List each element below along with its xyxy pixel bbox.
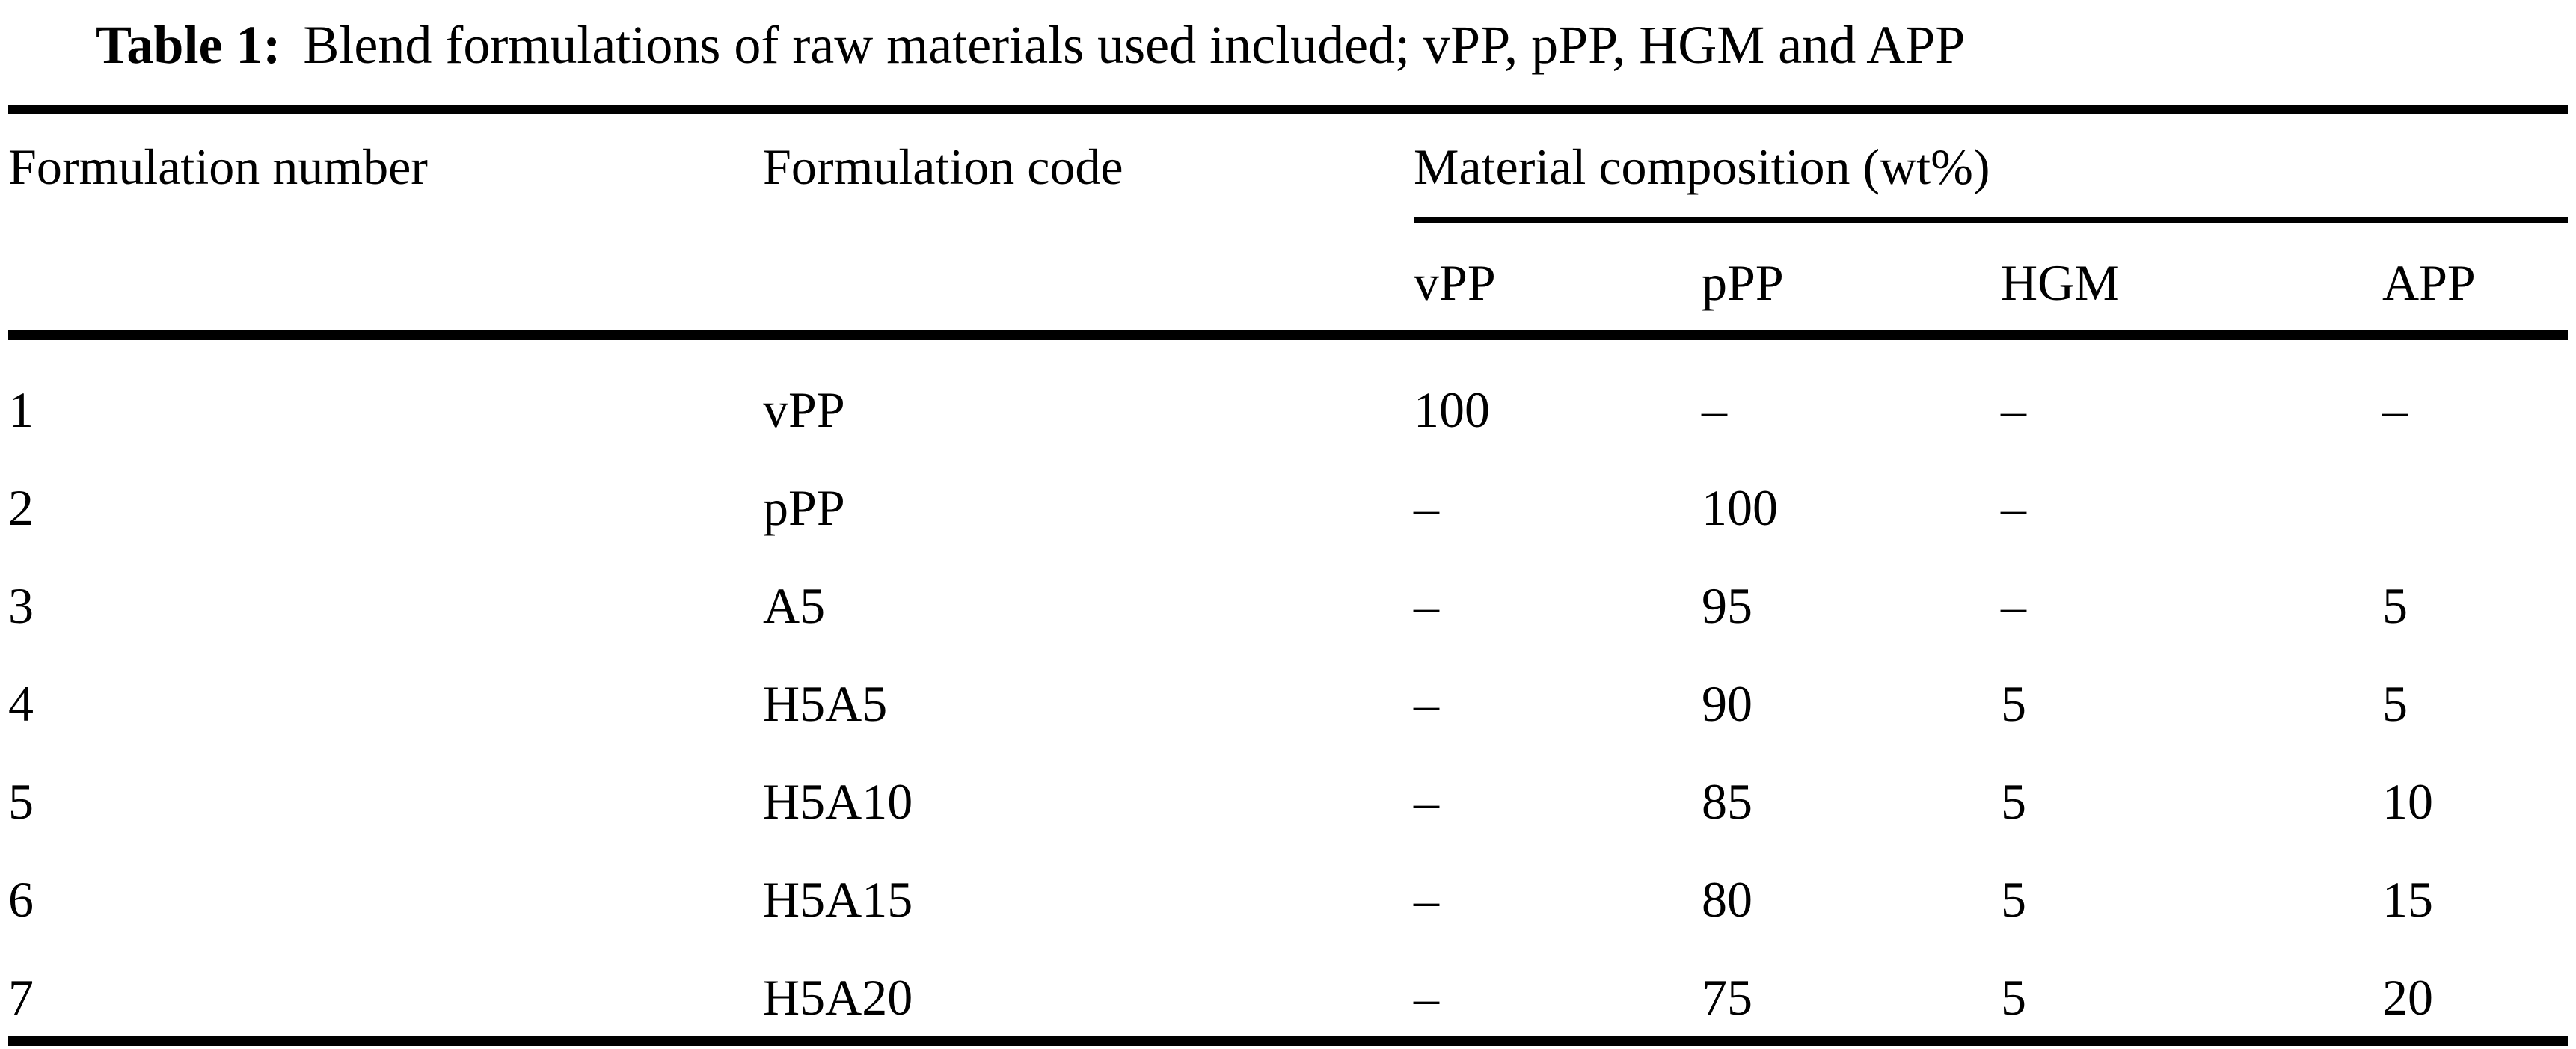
cell-formulation-code: vPP: [763, 381, 845, 438]
col-header-formulation-code: Formulation code: [763, 138, 1123, 195]
cell-hgm-value: 5: [2001, 968, 2026, 1026]
cell-vpp-value: –: [1414, 479, 1439, 536]
cell-formulation-number: 5: [8, 772, 34, 830]
cell-formulation-number: 6: [8, 870, 34, 928]
col-header-vpp: vPP: [1414, 253, 1496, 311]
col-header-app: APP: [2382, 253, 2476, 311]
cell-app-value: –: [2382, 381, 2408, 438]
cell-vpp-value: –: [1414, 772, 1439, 830]
subheader-row: vPP pPP HGM APP: [8, 218, 2568, 339]
cell-ppp-value: –: [1702, 381, 1727, 438]
cell-formulation-number: 1: [8, 381, 34, 438]
cell-formulation-code: H5A15: [763, 870, 913, 928]
table-rule-top: [8, 105, 2568, 114]
table-caption: Table 1: Blend formulations of raw materi…: [96, 12, 1965, 78]
cell-formulation-number: 7: [8, 968, 34, 1026]
cell-app-value: 5: [2382, 674, 2408, 732]
col-header-formulation-number: Formulation number: [8, 138, 428, 195]
cell-app-value: 20: [2382, 968, 2433, 1026]
table-caption-text: Blend formulations of raw materials used…: [303, 15, 1966, 75]
cell-formulation-code: H5A5: [763, 674, 888, 732]
empty-cell: [763, 218, 1414, 339]
table-row: 6 H5A15 – 80 5 15: [8, 850, 2568, 948]
col-header-ppp: pPP: [1702, 253, 1784, 311]
cell-ppp-value: 85: [1702, 772, 1752, 830]
cell-ppp-value: 80: [1702, 870, 1752, 928]
table-rule-bottom: [8, 1036, 2568, 1046]
cell-hgm-value: –: [2001, 381, 2026, 438]
table-row: 4 H5A5 – 90 5 5: [8, 654, 2568, 752]
cell-formulation-code: H5A20: [763, 968, 913, 1026]
cell-vpp-value: –: [1414, 576, 1439, 634]
table-body: 1 vPP 100 – – – 2 pPP – 100 – 3 A5 – 95 …: [8, 339, 2568, 1046]
table-caption-label: Table 1:: [96, 15, 281, 75]
table-rule-header-bottom: [8, 330, 2568, 340]
cell-hgm-value: –: [2001, 479, 2026, 536]
table-row: 3 A5 – 95 – 5: [8, 556, 2568, 654]
blend-formulations-table: Formulation number Formulation code Mate…: [8, 114, 2568, 1046]
cell-formulation-number: 3: [8, 576, 34, 634]
cell-hgm-value: –: [2001, 576, 2026, 634]
empty-cell: [8, 218, 763, 339]
group-header-underline: [1414, 217, 2568, 223]
cell-ppp-value: 100: [1702, 479, 1778, 536]
cell-hgm-value: 5: [2001, 870, 2026, 928]
cell-app-value: [2382, 458, 2568, 556]
cell-hgm-value: 5: [2001, 674, 2026, 732]
cell-formulation-code: A5: [763, 576, 826, 634]
cell-hgm-value: 5: [2001, 772, 2026, 830]
cell-app-value: 5: [2382, 576, 2408, 634]
col-header-material-composition: Material composition (wt%): [1414, 138, 1990, 195]
cell-vpp-value: 100: [1414, 381, 1490, 438]
header-row: Formulation number Formulation code Mate…: [8, 114, 2568, 218]
cell-app-value: 15: [2382, 870, 2433, 928]
cell-formulation-number: 4: [8, 674, 34, 732]
cell-formulation-code: pPP: [763, 479, 845, 536]
cell-ppp-value: 90: [1702, 674, 1752, 732]
cell-ppp-value: 95: [1702, 576, 1752, 634]
table-row: 2 pPP – 100 –: [8, 458, 2568, 556]
cell-formulation-code: H5A10: [763, 772, 913, 830]
cell-app-value: 10: [2382, 772, 2433, 830]
table-row: 7 H5A20 – 75 5 20: [8, 948, 2568, 1046]
table-row: 1 vPP 100 – – –: [8, 339, 2568, 458]
cell-vpp-value: –: [1414, 968, 1439, 1026]
table-row: 5 H5A10 – 85 5 10: [8, 752, 2568, 850]
cell-vpp-value: –: [1414, 674, 1439, 732]
cell-vpp-value: –: [1414, 870, 1439, 928]
col-header-hgm: HGM: [2001, 253, 2120, 311]
cell-formulation-number: 2: [8, 479, 34, 536]
cell-ppp-value: 75: [1702, 968, 1752, 1026]
